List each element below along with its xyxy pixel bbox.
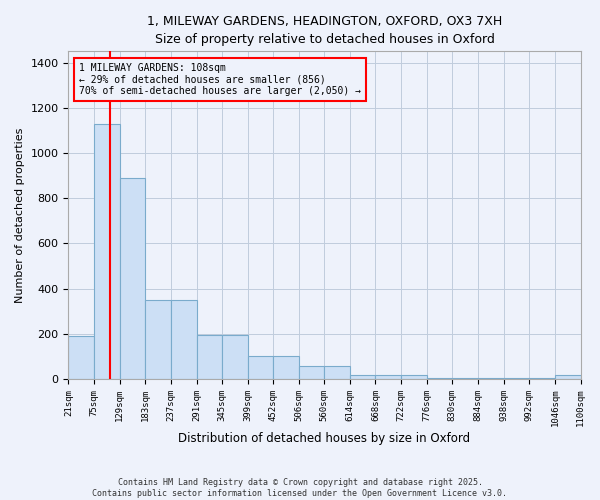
Bar (68, 336, 94, 379)
Bar (171, 300, 197, 379)
Y-axis label: Number of detached properties: Number of detached properties (15, 128, 25, 303)
Title: 1, MILEWAY GARDENS, HEADINGTON, OXFORD, OX3 7XH
Size of property relative to det: 1, MILEWAY GARDENS, HEADINGTON, OXFORD, … (147, 15, 502, 46)
Bar (401, 374, 427, 379)
Bar (197, 335, 222, 379)
Bar (324, 366, 350, 379)
Bar (555, 374, 581, 379)
Bar (94, 124, 119, 379)
Bar (248, 356, 273, 379)
Bar (222, 335, 248, 379)
X-axis label: Distribution of detached houses by size in Oxford: Distribution of detached houses by size … (178, 432, 470, 445)
Bar (452, 378, 478, 379)
Bar (299, 366, 324, 379)
Bar (145, 300, 171, 379)
Bar (478, 378, 503, 379)
Bar (503, 378, 529, 379)
Text: Contains HM Land Registry data © Crown copyright and database right 2025.
Contai: Contains HM Land Registry data © Crown c… (92, 478, 508, 498)
Text: 1 MILEWAY GARDENS: 108sqm
← 29% of detached houses are smaller (856)
70% of semi: 1 MILEWAY GARDENS: 108sqm ← 29% of detac… (79, 63, 361, 96)
Bar (350, 374, 376, 379)
Bar (529, 378, 555, 379)
Bar (119, 178, 145, 379)
Bar (376, 374, 401, 379)
Bar (427, 378, 452, 379)
Bar (273, 356, 299, 379)
